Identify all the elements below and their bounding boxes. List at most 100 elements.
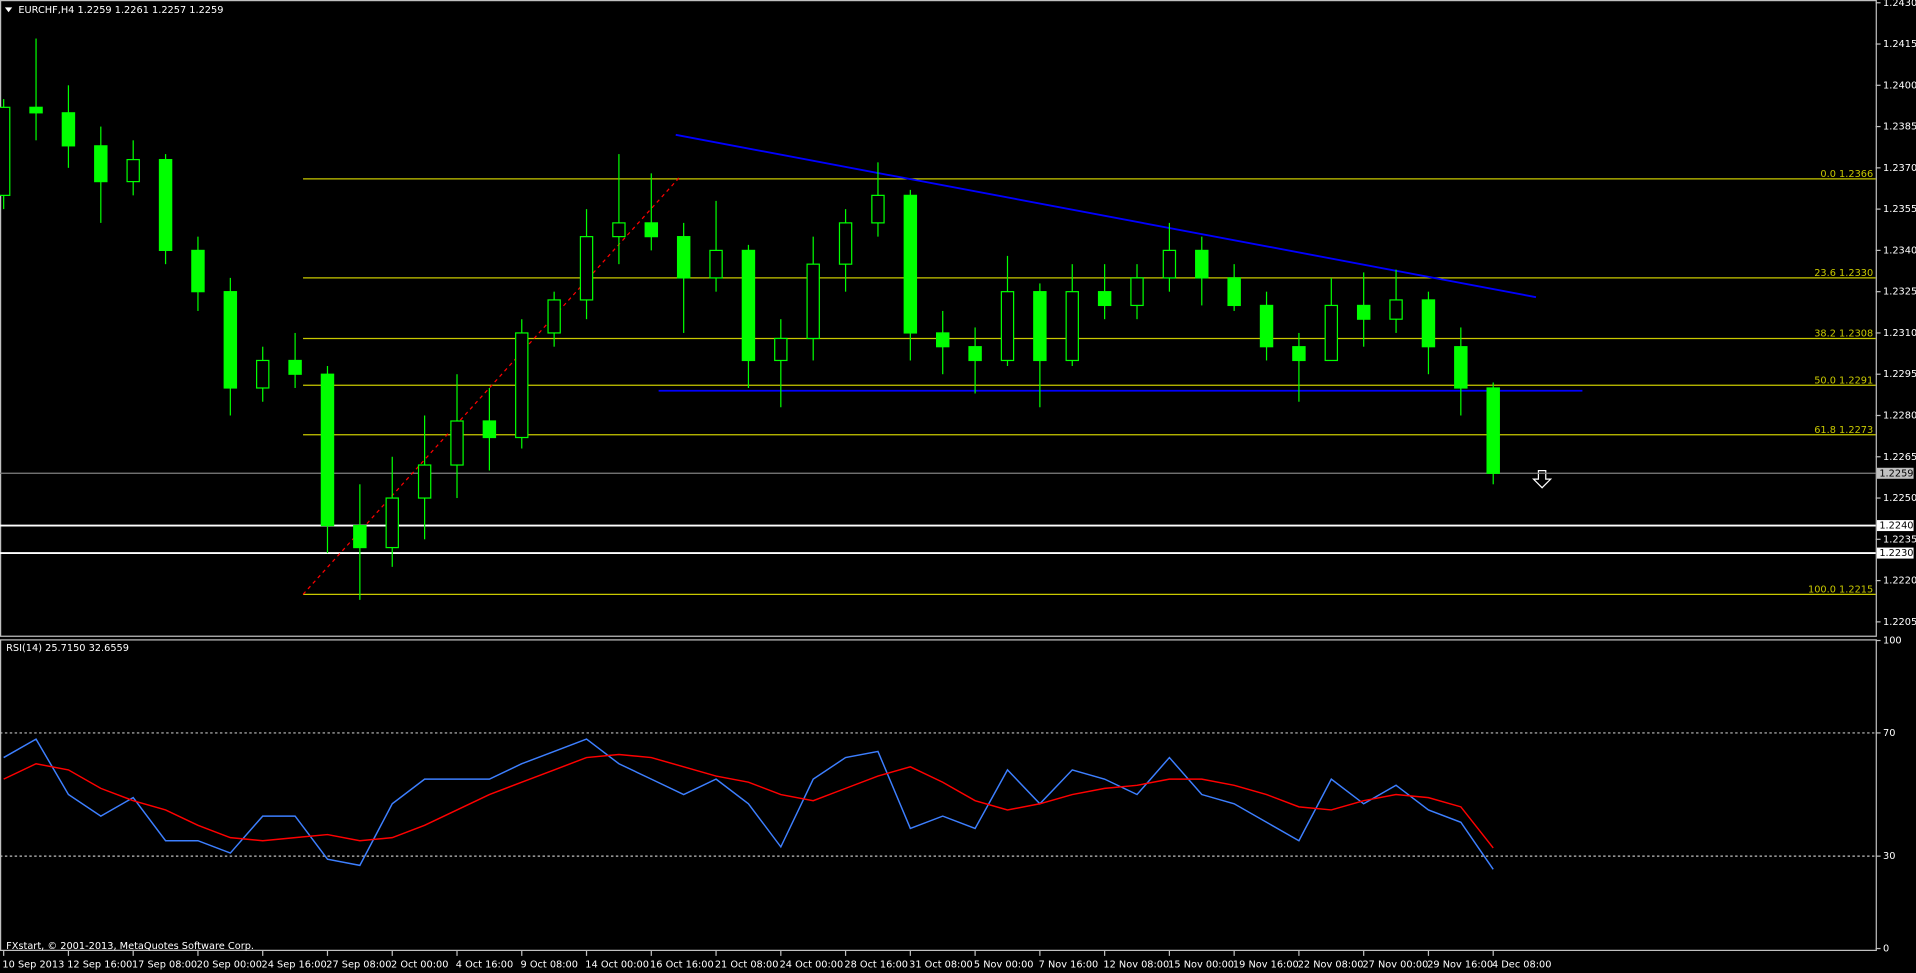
candle-body — [1033, 291, 1047, 362]
candle-body — [1227, 277, 1241, 307]
trendline — [675, 133, 1537, 299]
fib-label: 23.6 1.2330 — [1814, 268, 1873, 279]
x-tick-label: 20 Sep 00:00 — [197, 959, 262, 970]
y-tick-label: 1.2340 — [1883, 245, 1916, 256]
candle-body — [1162, 249, 1177, 279]
y-tick-label: 70 — [1883, 728, 1895, 739]
candle-body — [61, 112, 76, 147]
x-tick-label: 19 Nov 16:00 — [1233, 959, 1299, 970]
candle-body — [579, 236, 594, 301]
y-tick-label: 1.2280 — [1883, 410, 1916, 421]
y-tick-label: 1.2235 — [1883, 534, 1916, 545]
footer: FXstart, © 2001-2013, MetaQuotes Softwar… — [6, 941, 254, 952]
x-tick-label: 5 Nov 00:00 — [974, 959, 1034, 970]
fib-label: 0.0 1.2366 — [1820, 169, 1873, 180]
rsi-title: RSI(14) 25.7150 32.6559 — [6, 643, 129, 654]
candle-body — [1389, 299, 1403, 320]
candle-body — [255, 359, 270, 389]
x-tick-label: 27 Nov 00:00 — [1362, 959, 1428, 970]
candle-body — [126, 158, 140, 183]
candle-body — [450, 420, 464, 466]
y-tick-label: 1.2415 — [1883, 39, 1916, 50]
candle-body — [1454, 346, 1468, 389]
candle-body — [741, 249, 756, 362]
x-tick-label: 4 Dec 08:00 — [1492, 959, 1551, 970]
price-label-box — [1876, 520, 1914, 532]
sell-arrow — [1532, 469, 1553, 489]
y-tick-label: 1.2265 — [1883, 452, 1916, 463]
x-tick-label: 27 Sep 08:00 — [326, 959, 391, 970]
fib-label: 100.0 1.2215 — [1808, 584, 1873, 595]
x-tick-label: 16 Oct 16:00 — [650, 959, 714, 970]
rsi-panel-frame — [0, 639, 1877, 951]
x-tick-label: 24 Sep 16:00 — [261, 959, 326, 970]
candle-body — [158, 158, 173, 252]
candle-body — [774, 337, 788, 362]
candle-body — [320, 373, 335, 527]
candle-body — [288, 359, 302, 375]
candle-body — [1421, 299, 1436, 348]
x-tick-label: 29 Nov 16:00 — [1427, 959, 1493, 970]
x-tick-label: 31 Oct 08:00 — [909, 959, 973, 970]
fib-label: 61.8 1.2273 — [1814, 425, 1873, 436]
y-tick-label: 100 — [1883, 636, 1902, 647]
x-tick-label: 7 Nov 16:00 — [1039, 959, 1099, 970]
candle-body — [515, 332, 529, 439]
y-tick-label: 1.2355 — [1883, 204, 1916, 215]
rsi-line — [3, 753, 1494, 849]
candle-body — [547, 299, 561, 334]
x-tick-label: 24 Oct 00:00 — [780, 959, 844, 970]
y-tick-label: 1.2430 — [1883, 0, 1916, 9]
rsi-line — [3, 738, 1494, 870]
candle-body — [94, 145, 108, 183]
candle-body — [644, 222, 659, 238]
candle-body — [1000, 291, 1015, 362]
y-tick-label: 1.2205 — [1883, 617, 1916, 628]
candle-body — [191, 249, 205, 293]
y-tick-label: 1.2250 — [1883, 493, 1916, 504]
candle-body — [1195, 249, 1209, 279]
y-tick-label: 1.2295 — [1883, 369, 1916, 380]
x-tick-label: 28 Oct 16:00 — [844, 959, 908, 970]
candle-body — [1486, 387, 1500, 474]
candle-body — [353, 524, 367, 549]
x-tick-label: 10 Sep 2013 — [2, 959, 64, 970]
candle-body — [676, 236, 691, 279]
candle-body — [871, 194, 885, 224]
candle-body — [417, 464, 432, 499]
trendline — [302, 175, 682, 595]
candle-body — [29, 106, 43, 114]
x-tick-label: 17 Sep 08:00 — [132, 959, 197, 970]
collapse-icon[interactable] — [4, 7, 13, 13]
y-tick-label: 0 — [1883, 944, 1889, 955]
price-panel-frame — [0, 0, 1877, 637]
candle-body — [709, 249, 723, 279]
candle-body — [0, 106, 11, 196]
price-label: 1.2240 — [1879, 521, 1913, 532]
y-tick-label: 1.2385 — [1883, 122, 1916, 133]
y-tick-label: 1.2370 — [1883, 163, 1916, 174]
price-label-box — [1876, 547, 1914, 559]
x-tick-label: 22 Nov 08:00 — [1298, 959, 1364, 970]
y-tick-label: 30 — [1883, 851, 1895, 862]
x-tick-label: 4 Oct 16:00 — [456, 959, 513, 970]
candle-body — [1324, 304, 1339, 362]
candle-body — [1097, 291, 1112, 307]
x-tick-label: 15 Nov 00:00 — [1168, 959, 1234, 970]
x-tick-label: 9 Oct 08:00 — [521, 959, 578, 970]
x-tick-label: 14 Oct 00:00 — [585, 959, 649, 970]
candle-body — [385, 497, 399, 549]
price-label: 1.2259 — [1879, 468, 1913, 479]
candle-body — [838, 222, 853, 265]
y-tick-label: 1.2400 — [1883, 80, 1916, 91]
candle-body — [806, 263, 820, 340]
candle-body — [1130, 277, 1144, 307]
fib-label: 38.2 1.2308 — [1814, 329, 1873, 340]
price-label: 1.2230 — [1879, 548, 1913, 559]
x-tick-label: 21 Oct 08:00 — [715, 959, 779, 970]
candle-body — [223, 291, 238, 389]
candle-body — [1065, 291, 1079, 362]
